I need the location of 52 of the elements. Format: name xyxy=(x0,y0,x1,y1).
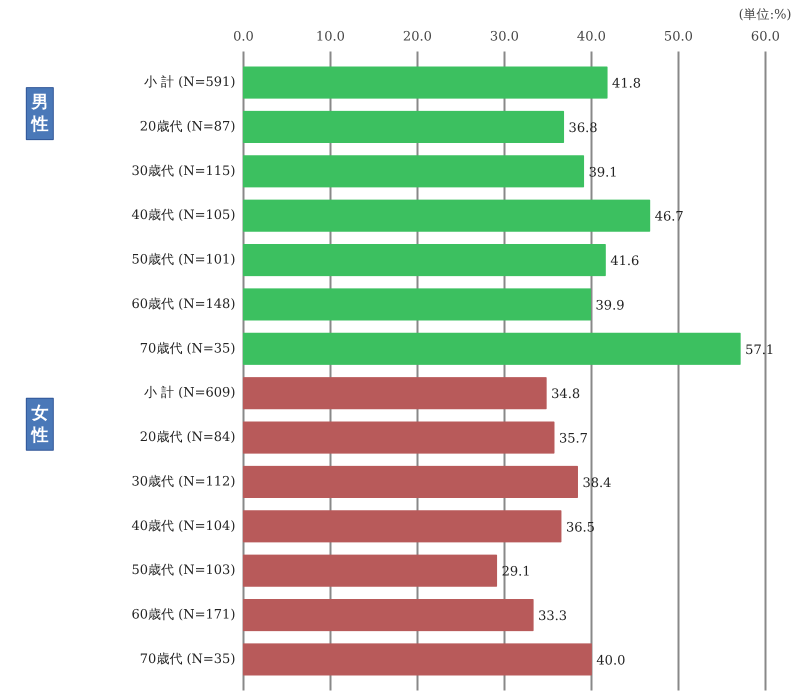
y-tick-label: 60歳代 (N=148) xyxy=(132,296,236,312)
y-tick-label: 50歳代 (N=103) xyxy=(132,563,236,578)
bar xyxy=(242,466,578,498)
x-tick-label: 10.0 xyxy=(316,30,345,44)
bar xyxy=(242,332,741,365)
data-label: 40.0 xyxy=(596,653,626,668)
text: 男性 xyxy=(30,92,48,135)
data-label: 35.7 xyxy=(558,432,588,447)
data-label: 41.8 xyxy=(612,76,642,92)
bar xyxy=(242,422,554,454)
bar xyxy=(242,510,562,542)
bar xyxy=(242,643,592,676)
y-tick-label: 60歳代 (N=171) xyxy=(132,608,236,623)
data-label: 36.5 xyxy=(566,520,595,536)
bar xyxy=(242,110,564,143)
data-label: 39.1 xyxy=(588,165,618,180)
data-label: 33.3 xyxy=(538,609,568,624)
y-tick-label: 小 計 (N=591) xyxy=(144,75,236,90)
bar xyxy=(242,155,584,188)
bar xyxy=(242,599,534,632)
x-tick-label: 50.0 xyxy=(664,30,693,44)
x-tick-label: 30.0 xyxy=(490,30,519,44)
data-label: 46.7 xyxy=(654,210,684,225)
data-label: 57.1 xyxy=(745,342,774,358)
bar xyxy=(242,377,547,410)
data-label: 41.6 xyxy=(610,254,640,270)
y-tick-label: 20歳代 (N=84) xyxy=(140,430,236,446)
text: (単位:%) xyxy=(738,8,792,22)
bar xyxy=(242,244,606,276)
x-tick-label: 0.0 xyxy=(233,30,254,44)
y-tick-label: 70歳代 (N=35) xyxy=(140,652,236,667)
bar xyxy=(242,288,592,320)
y-tick-label: 30歳代 (N=115) xyxy=(132,164,236,179)
x-tick-label: 60.0 xyxy=(750,30,780,44)
y-tick-label: 50歳代 (N=101) xyxy=(132,252,236,268)
data-label: 36.8 xyxy=(568,120,598,136)
data-label: 29.1 xyxy=(502,564,531,580)
y-tick-label: 20歳代 (N=87) xyxy=(140,119,236,134)
bar xyxy=(242,554,498,587)
x-tick-label: 40.0 xyxy=(576,30,606,44)
x-tick-label: 20.0 xyxy=(402,30,432,44)
y-tick-label: 40歳代 (N=105) xyxy=(132,208,236,224)
data-label: 34.8 xyxy=(551,387,580,402)
y-tick-label: 70歳代 (N=35) xyxy=(140,341,236,356)
bar xyxy=(242,66,608,99)
y-tick-label: 40歳代 (N=104) xyxy=(132,518,236,534)
y-tick-label: 小 計 (N=609) xyxy=(144,386,236,401)
text: 女性 xyxy=(30,403,48,446)
bar xyxy=(242,200,650,232)
data-label: 38.4 xyxy=(582,476,612,491)
data-label: 39.9 xyxy=(596,298,624,314)
y-tick-label: 30歳代 (N=112) xyxy=(132,474,236,490)
